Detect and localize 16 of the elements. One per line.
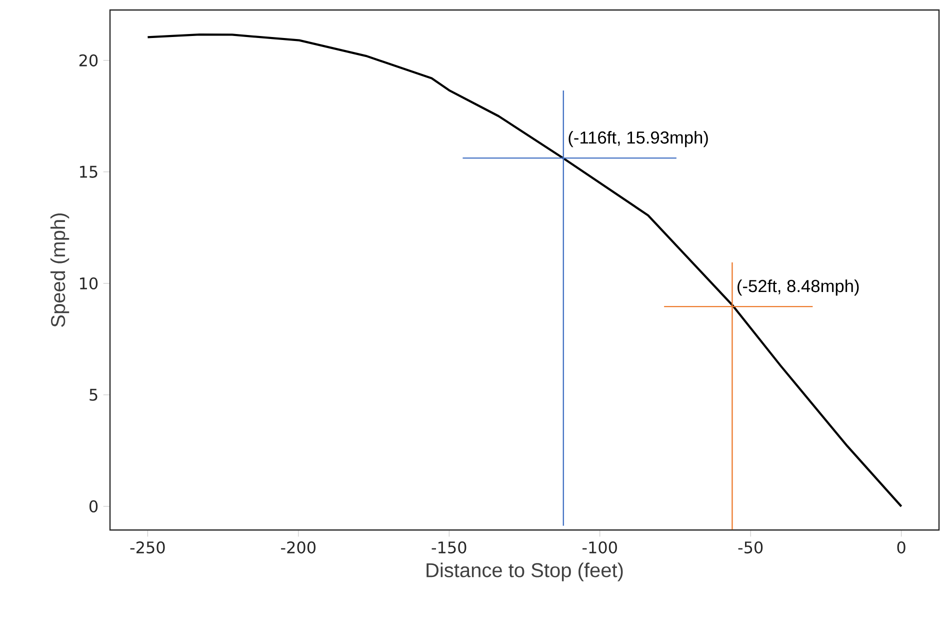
y-tick-label: 0 xyxy=(89,500,98,512)
y-tick-label: 5 xyxy=(90,388,98,401)
line-series xyxy=(146,33,902,508)
x-tick-label: 0 xyxy=(897,541,906,554)
annotation: (-52ft, 8.48mph) xyxy=(738,279,859,296)
y-axis-title: Speed (mph) xyxy=(50,213,70,327)
x-tick-label: -250 xyxy=(130,541,165,554)
y-tick-label: 10 xyxy=(80,277,98,290)
x-axis-title: Distance to Stop (feet) xyxy=(426,562,623,582)
x-tick-label: -50 xyxy=(738,541,763,554)
x-tick-label: -100 xyxy=(582,541,617,554)
y-tick-label: 20 xyxy=(79,54,98,66)
x-tick-label: -200 xyxy=(281,541,316,554)
annotation: (-116ft, 15.93mph) xyxy=(568,130,708,148)
y-tick-label: 15 xyxy=(80,166,98,178)
x-tick-label: -150 xyxy=(432,541,466,554)
